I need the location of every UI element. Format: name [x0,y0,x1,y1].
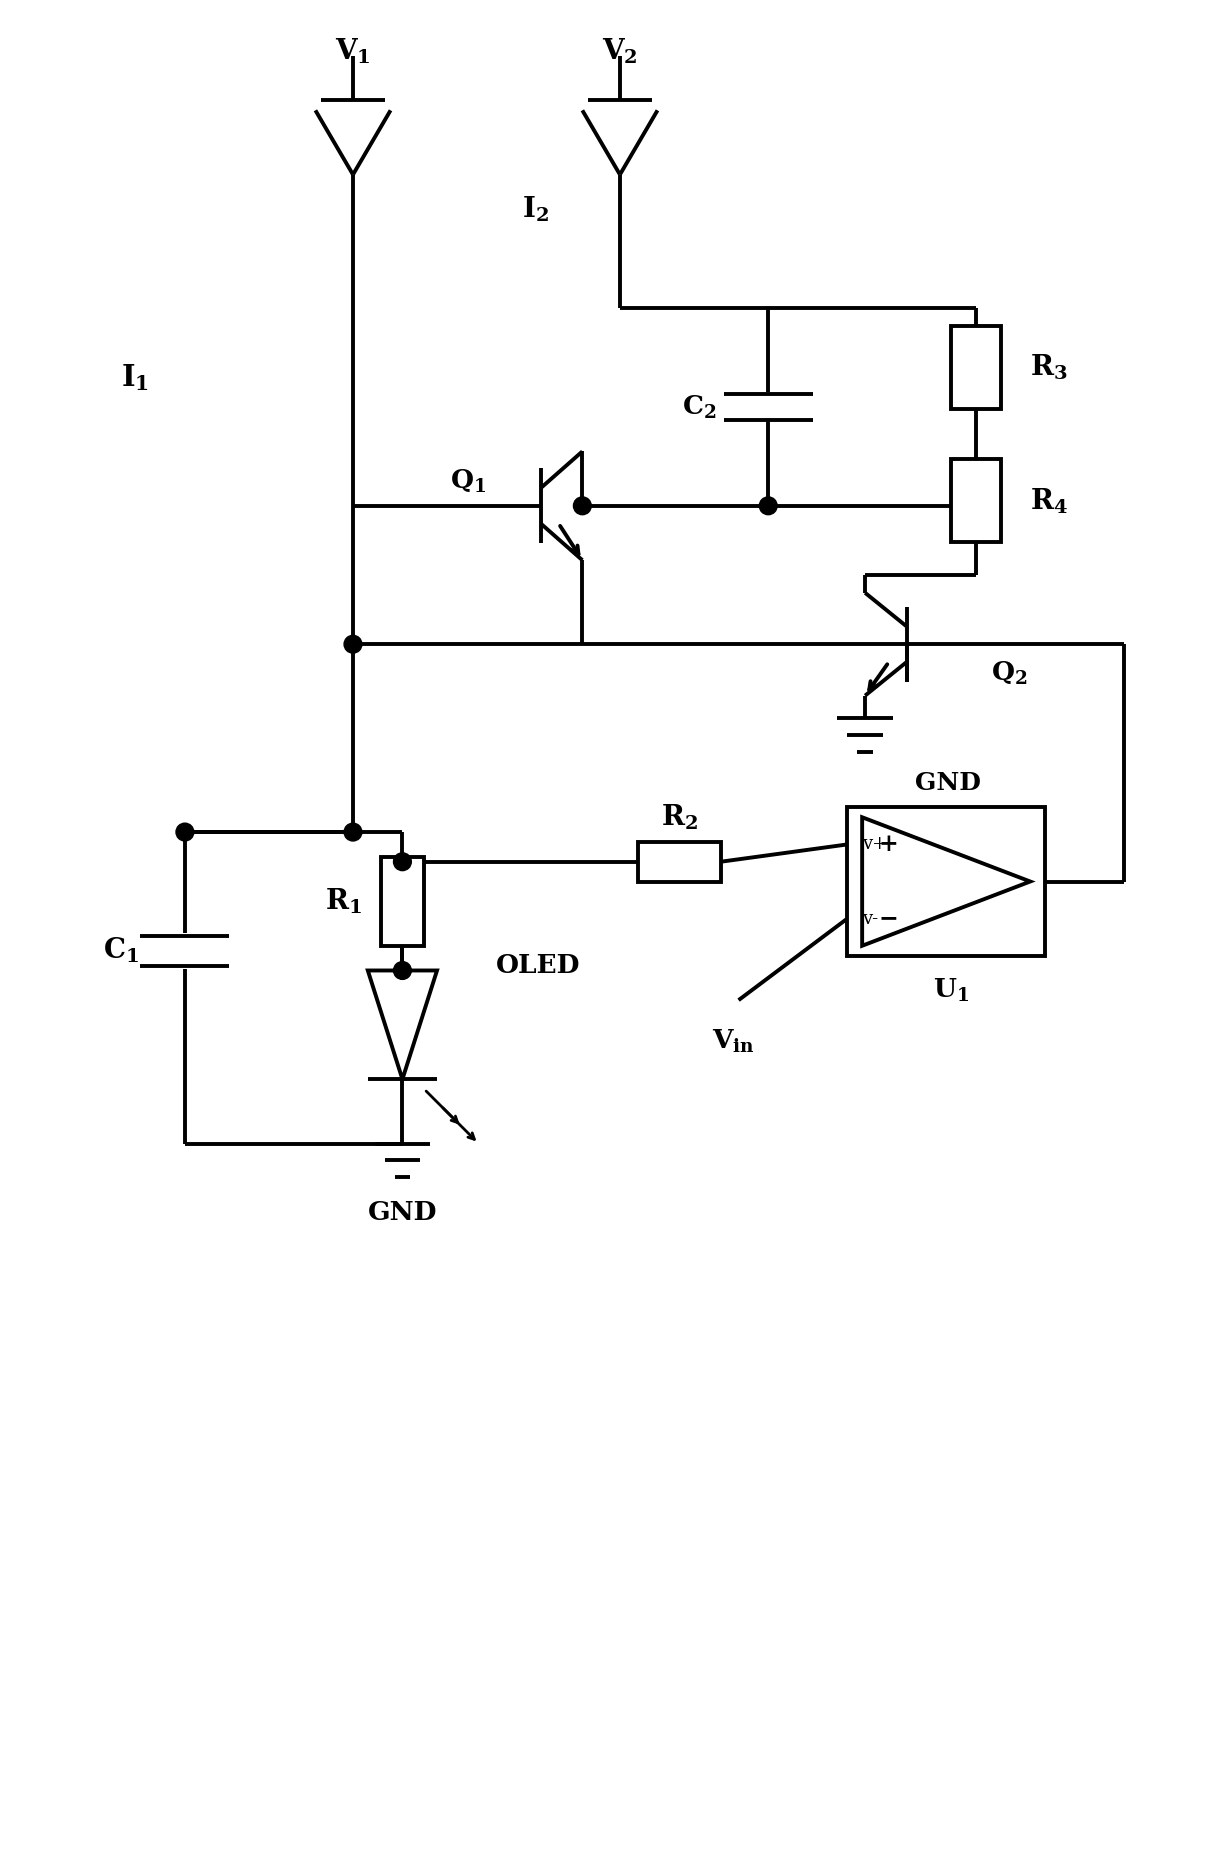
Text: $\mathregular{Q_2}$: $\mathregular{Q_2}$ [990,661,1027,687]
Text: OLED: OLED [497,953,580,977]
Text: $\mathregular{C_1}$: $\mathregular{C_1}$ [103,937,139,966]
Text: $\mathregular{R_1}$: $\mathregular{R_1}$ [325,887,362,916]
Polygon shape [863,818,1031,946]
Text: $\mathregular{V_1}$: $\mathregular{V_1}$ [335,37,371,67]
Text: $\mathregular{U_1}$: $\mathregular{U_1}$ [933,977,969,1003]
Text: GND: GND [368,1199,437,1225]
Text: $\mathregular{Q_1}$: $\mathregular{Q_1}$ [450,468,486,494]
Text: v-: v- [863,909,879,927]
Text: $\mathregular{R_2}$: $\mathregular{R_2}$ [660,803,698,831]
Text: $\mathregular{V_{in}}$: $\mathregular{V_{in}}$ [712,1027,755,1055]
Text: +: + [879,833,898,857]
Text: $\mathregular{R_4}$: $\mathregular{R_4}$ [1031,487,1069,516]
Text: GND: GND [914,770,980,794]
Circle shape [175,824,194,840]
Text: −: − [879,907,898,931]
Circle shape [394,853,411,870]
Text: $\mathregular{I_1}$: $\mathregular{I_1}$ [121,363,150,392]
FancyBboxPatch shape [380,857,425,946]
FancyBboxPatch shape [951,459,1000,542]
FancyBboxPatch shape [638,842,720,881]
Circle shape [344,635,362,653]
Circle shape [344,824,362,840]
Text: $\mathregular{C_2}$: $\mathregular{C_2}$ [682,392,717,420]
Text: v+: v+ [863,835,887,853]
Circle shape [394,961,411,979]
Circle shape [573,496,591,515]
Circle shape [760,496,777,515]
Text: $\mathregular{I_2}$: $\mathregular{I_2}$ [523,194,550,224]
Text: $\mathregular{V_2}$: $\mathregular{V_2}$ [602,37,638,67]
Text: $\mathregular{R_3}$: $\mathregular{R_3}$ [1031,354,1067,381]
FancyBboxPatch shape [951,326,1000,409]
FancyBboxPatch shape [848,807,1045,955]
Polygon shape [368,970,437,1079]
